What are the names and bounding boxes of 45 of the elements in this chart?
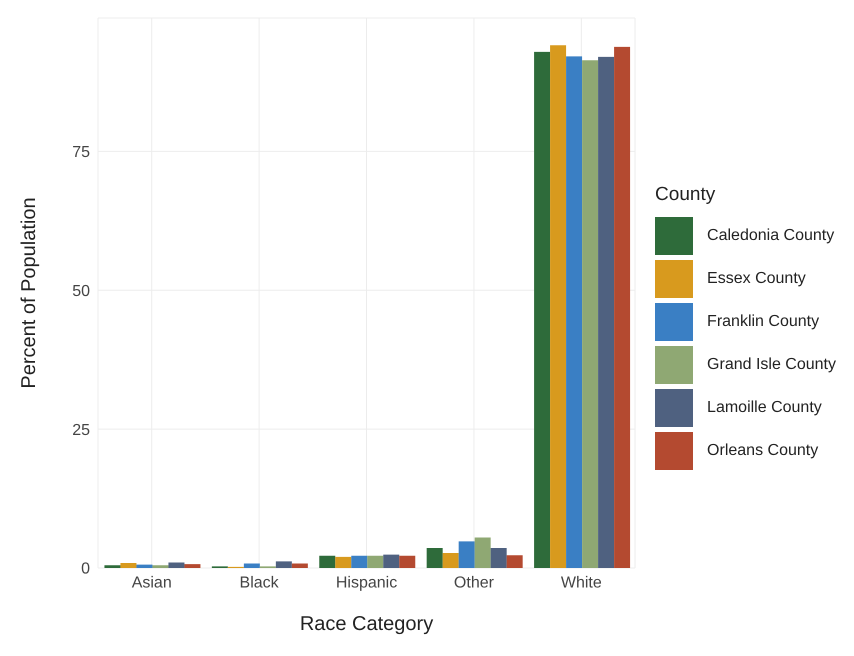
legend-label: Orleans County xyxy=(707,442,818,460)
bar xyxy=(335,556,352,568)
bar xyxy=(442,553,459,568)
bar xyxy=(319,556,336,568)
legend-label: Grand Isle County xyxy=(707,356,836,374)
legend-title: County xyxy=(655,184,716,206)
bar xyxy=(474,537,491,568)
bar xyxy=(244,564,260,568)
bar xyxy=(614,46,630,568)
y-axis-title: Percent of Population xyxy=(18,197,40,389)
bar xyxy=(383,554,400,568)
bar xyxy=(104,565,120,568)
y-tick-label: 0 xyxy=(81,560,90,578)
bar xyxy=(168,562,184,568)
bar xyxy=(399,556,416,568)
legend-label: Essex County xyxy=(707,270,806,288)
y-tick-label: 50 xyxy=(72,282,90,300)
bar xyxy=(276,561,292,568)
x-tick-label: White xyxy=(560,574,602,592)
bar xyxy=(152,565,168,568)
x-tick-label: Other xyxy=(454,574,495,592)
y-tick-label: 25 xyxy=(72,422,90,439)
bar xyxy=(506,555,523,568)
bar xyxy=(426,548,443,568)
legend-label: Franklin County xyxy=(707,312,820,330)
y-tick-label: 75 xyxy=(72,144,90,162)
bar xyxy=(598,56,614,568)
bar xyxy=(136,564,152,568)
bar xyxy=(458,541,475,568)
x-tick-label: Asian xyxy=(132,574,172,592)
bar xyxy=(184,564,200,568)
bar xyxy=(367,556,384,568)
x-tick-label: Black xyxy=(240,574,280,592)
bar xyxy=(566,56,582,568)
legend-label: Lamoille County xyxy=(707,398,822,416)
bar xyxy=(582,60,598,568)
bar xyxy=(292,564,308,568)
bar xyxy=(351,556,368,568)
x-tick-label: Hispanic xyxy=(336,574,398,592)
legend-label: Caledonia County xyxy=(707,226,834,244)
bar xyxy=(550,45,566,568)
bar xyxy=(490,548,507,568)
x-axis-title: Race Category xyxy=(300,613,434,635)
bar xyxy=(120,563,136,568)
bar xyxy=(534,52,550,568)
